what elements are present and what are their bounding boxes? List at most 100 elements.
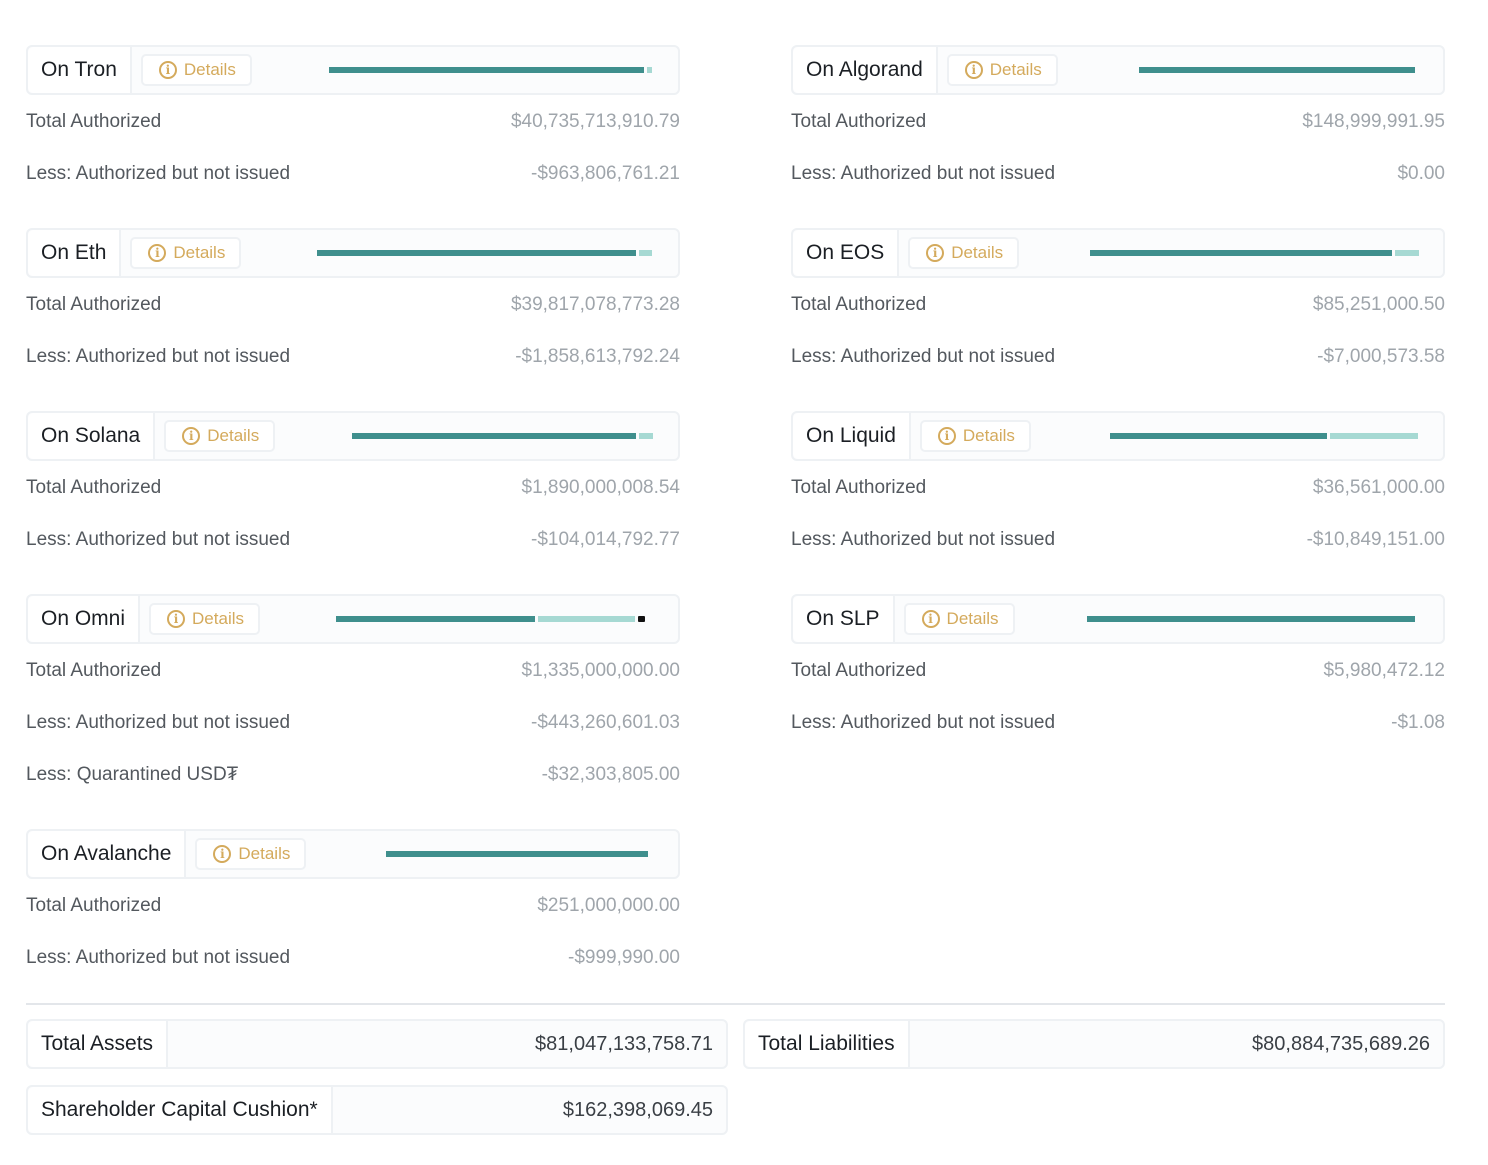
info-icon: i: [213, 845, 232, 863]
quarantined-value: -$32,303,805.00: [541, 764, 680, 785]
chain-header: On Liquid i Details: [791, 411, 1445, 461]
info-icon: i: [937, 427, 956, 445]
chain-card-on-eth: On Eth i Details Total Authorized $39,817,07…: [26, 228, 680, 383]
details-label: Details: [183, 60, 236, 79]
issued-segment: [1087, 616, 1415, 622]
total-authorized-label: Total Authorized: [26, 477, 162, 498]
chain-card-on-solana: On Solana i Details Total Authorized $1,890,…: [26, 411, 680, 566]
details-button[interactable]: i Details: [149, 603, 260, 635]
details-label: Details: [192, 609, 244, 628]
authorized-not-issued-value: -$963,806,761.21: [531, 163, 680, 184]
details-button[interactable]: i Details: [908, 237, 1020, 269]
authorized-not-issued-row: Less: Authorized but not issued -$1.08: [791, 697, 1445, 749]
chain-header: On Omni i Details: [26, 594, 680, 644]
total-authorized-row: Total Authorized $148,999,991.95: [791, 96, 1445, 148]
details-label: Details: [173, 243, 226, 262]
chain-card-on-algorand: On Algorand i Details Total Authorized $148,…: [791, 45, 1445, 200]
total-liabilities-value: $80,884,735,689.26: [1252, 1032, 1430, 1055]
total-authorized-value: $1,890,000,008.54: [521, 477, 681, 498]
total-authorized-value: $85,251,000.50: [1312, 294, 1445, 315]
total-assets-label: Total Assets: [28, 1021, 169, 1067]
details-button[interactable]: i Details: [946, 54, 1058, 86]
issued-segment: [386, 851, 648, 857]
capital-cushion-box: Shareholder Capital Cushion* $162,398,06…: [26, 1085, 728, 1135]
quarantined-segment: [638, 616, 645, 622]
authorized-not-issued-label: Less: Authorized but not issued: [26, 346, 291, 367]
authorized-not-issued-label: Less: Authorized but not issued: [791, 529, 1056, 550]
authorized-not-issued-value: -$104,014,792.77: [531, 529, 680, 550]
chain-card-on-slp: On SLP i Details Total Authorized $5,980,472…: [791, 594, 1445, 749]
chain-header: On Eth i Details: [26, 228, 680, 278]
authorized-not-issued-row: Less: Authorized but not issued -$104,014…: [26, 514, 680, 566]
chain-card-on-eos: On EOS i Details Total Authorized $85,251,00…: [791, 228, 1445, 383]
issued-progress-bar: [1090, 250, 1419, 256]
issued-segment: [317, 250, 636, 256]
issued-progress-bar: [386, 851, 649, 857]
chain-header: On Solana i Details: [26, 411, 680, 461]
total-liabilities-box: Total Liabilities $80,884,735,689.26: [743, 1019, 1445, 1069]
issued-progress-bar: [1087, 616, 1415, 622]
chain-name: On Avalanche: [28, 831, 187, 877]
info-icon: i: [158, 61, 177, 79]
authorized-not-issued-value: -$1,858,613,792.24: [515, 346, 680, 367]
chain-name: On Liquid: [793, 413, 911, 459]
chain-header: On SLP i Details: [791, 594, 1445, 644]
authorized-not-issued-row: Less: Authorized but not issued -$963,806…: [26, 148, 680, 200]
chain-header: On EOS i Details: [791, 228, 1445, 278]
issued-segment: [1139, 67, 1415, 73]
info-icon: i: [148, 244, 167, 262]
total-authorized-value: $1,335,000,000.00: [521, 660, 681, 681]
authorized-not-issued-label: Less: Authorized but not issued: [26, 947, 291, 968]
authorized-not-issued-label: Less: Authorized but not issued: [26, 163, 291, 184]
quarantined-row: Less: Quarantined USD₮ -$32,303,805.00: [26, 749, 680, 801]
authorized-not-issued-label: Less: Authorized but not issued: [26, 529, 291, 550]
details-button[interactable]: i Details: [195, 838, 307, 870]
total-authorized-value: $39,817,078,773.28: [510, 294, 680, 315]
unissued-segment: [1330, 433, 1418, 439]
total-authorized-value: $251,000,000.00: [537, 895, 680, 916]
authorized-not-issued-row: Less: Authorized but not issued -$10,849,…: [791, 514, 1445, 566]
chain-name: On Tron: [28, 47, 132, 93]
total-authorized-label: Total Authorized: [26, 895, 162, 916]
details-button[interactable]: i Details: [919, 420, 1031, 452]
details-label: Details: [962, 426, 1015, 445]
right-column: On Algorand i Details Total Authorized $148,…: [791, 45, 1445, 777]
chain-header: On Algorand i Details: [791, 45, 1445, 95]
total-authorized-value: $5,980,472.12: [1323, 660, 1445, 681]
unissued-segment: [1395, 250, 1419, 256]
total-authorized-value: $40,735,713,910.79: [510, 111, 680, 132]
issued-progress-bar: [329, 67, 652, 73]
details-label: Details: [207, 426, 260, 445]
info-icon: i: [921, 610, 940, 628]
authorized-not-issued-value: -$443,260,601.03: [531, 712, 680, 733]
chain-header: On Tron i Details: [26, 45, 680, 95]
chain-name: On Eth: [28, 230, 122, 276]
issued-segment: [336, 616, 535, 622]
chain-name: On SLP: [793, 596, 895, 642]
divider: [26, 1003, 1445, 1005]
capital-cushion-label: Shareholder Capital Cushion*: [28, 1087, 333, 1133]
authorized-not-issued-row: Less: Authorized but not issued -$443,260…: [26, 697, 680, 749]
issued-segment: [1110, 433, 1327, 439]
authorized-not-issued-value: -$10,849,151.00: [1306, 529, 1445, 550]
chain-name: On Solana: [28, 413, 156, 459]
details-button[interactable]: i Details: [140, 54, 252, 86]
issued-segment: [329, 67, 644, 73]
issued-progress-bar: [352, 433, 653, 439]
quarantined-label: Less: Quarantined USD₮: [26, 764, 239, 785]
authorized-not-issued-row: Less: Authorized but not issued -$1,858,6…: [26, 331, 680, 383]
chain-card-on-omni: On Omni i Details Total Authorized $1,335,00…: [26, 594, 680, 801]
details-button[interactable]: i Details: [164, 420, 276, 452]
details-button[interactable]: i Details: [903, 603, 1015, 635]
total-authorized-row: Total Authorized $40,735,713,910.79: [26, 96, 680, 148]
total-authorized-row: Total Authorized $36,561,000.00: [791, 462, 1445, 514]
details-label: Details: [238, 844, 291, 863]
total-assets-box: Total Assets $81,047,133,758.71: [26, 1019, 728, 1069]
details-button[interactable]: i Details: [130, 237, 242, 269]
chain-name: On Algorand: [793, 47, 938, 93]
total-authorized-value: $148,999,991.95: [1302, 111, 1445, 132]
authorized-not-issued-label: Less: Authorized but not issued: [26, 712, 291, 733]
capital-cushion-value: $162,398,069.45: [562, 1098, 713, 1121]
authorized-not-issued-value: $0.00: [1397, 163, 1445, 184]
total-authorized-label: Total Authorized: [26, 660, 162, 681]
